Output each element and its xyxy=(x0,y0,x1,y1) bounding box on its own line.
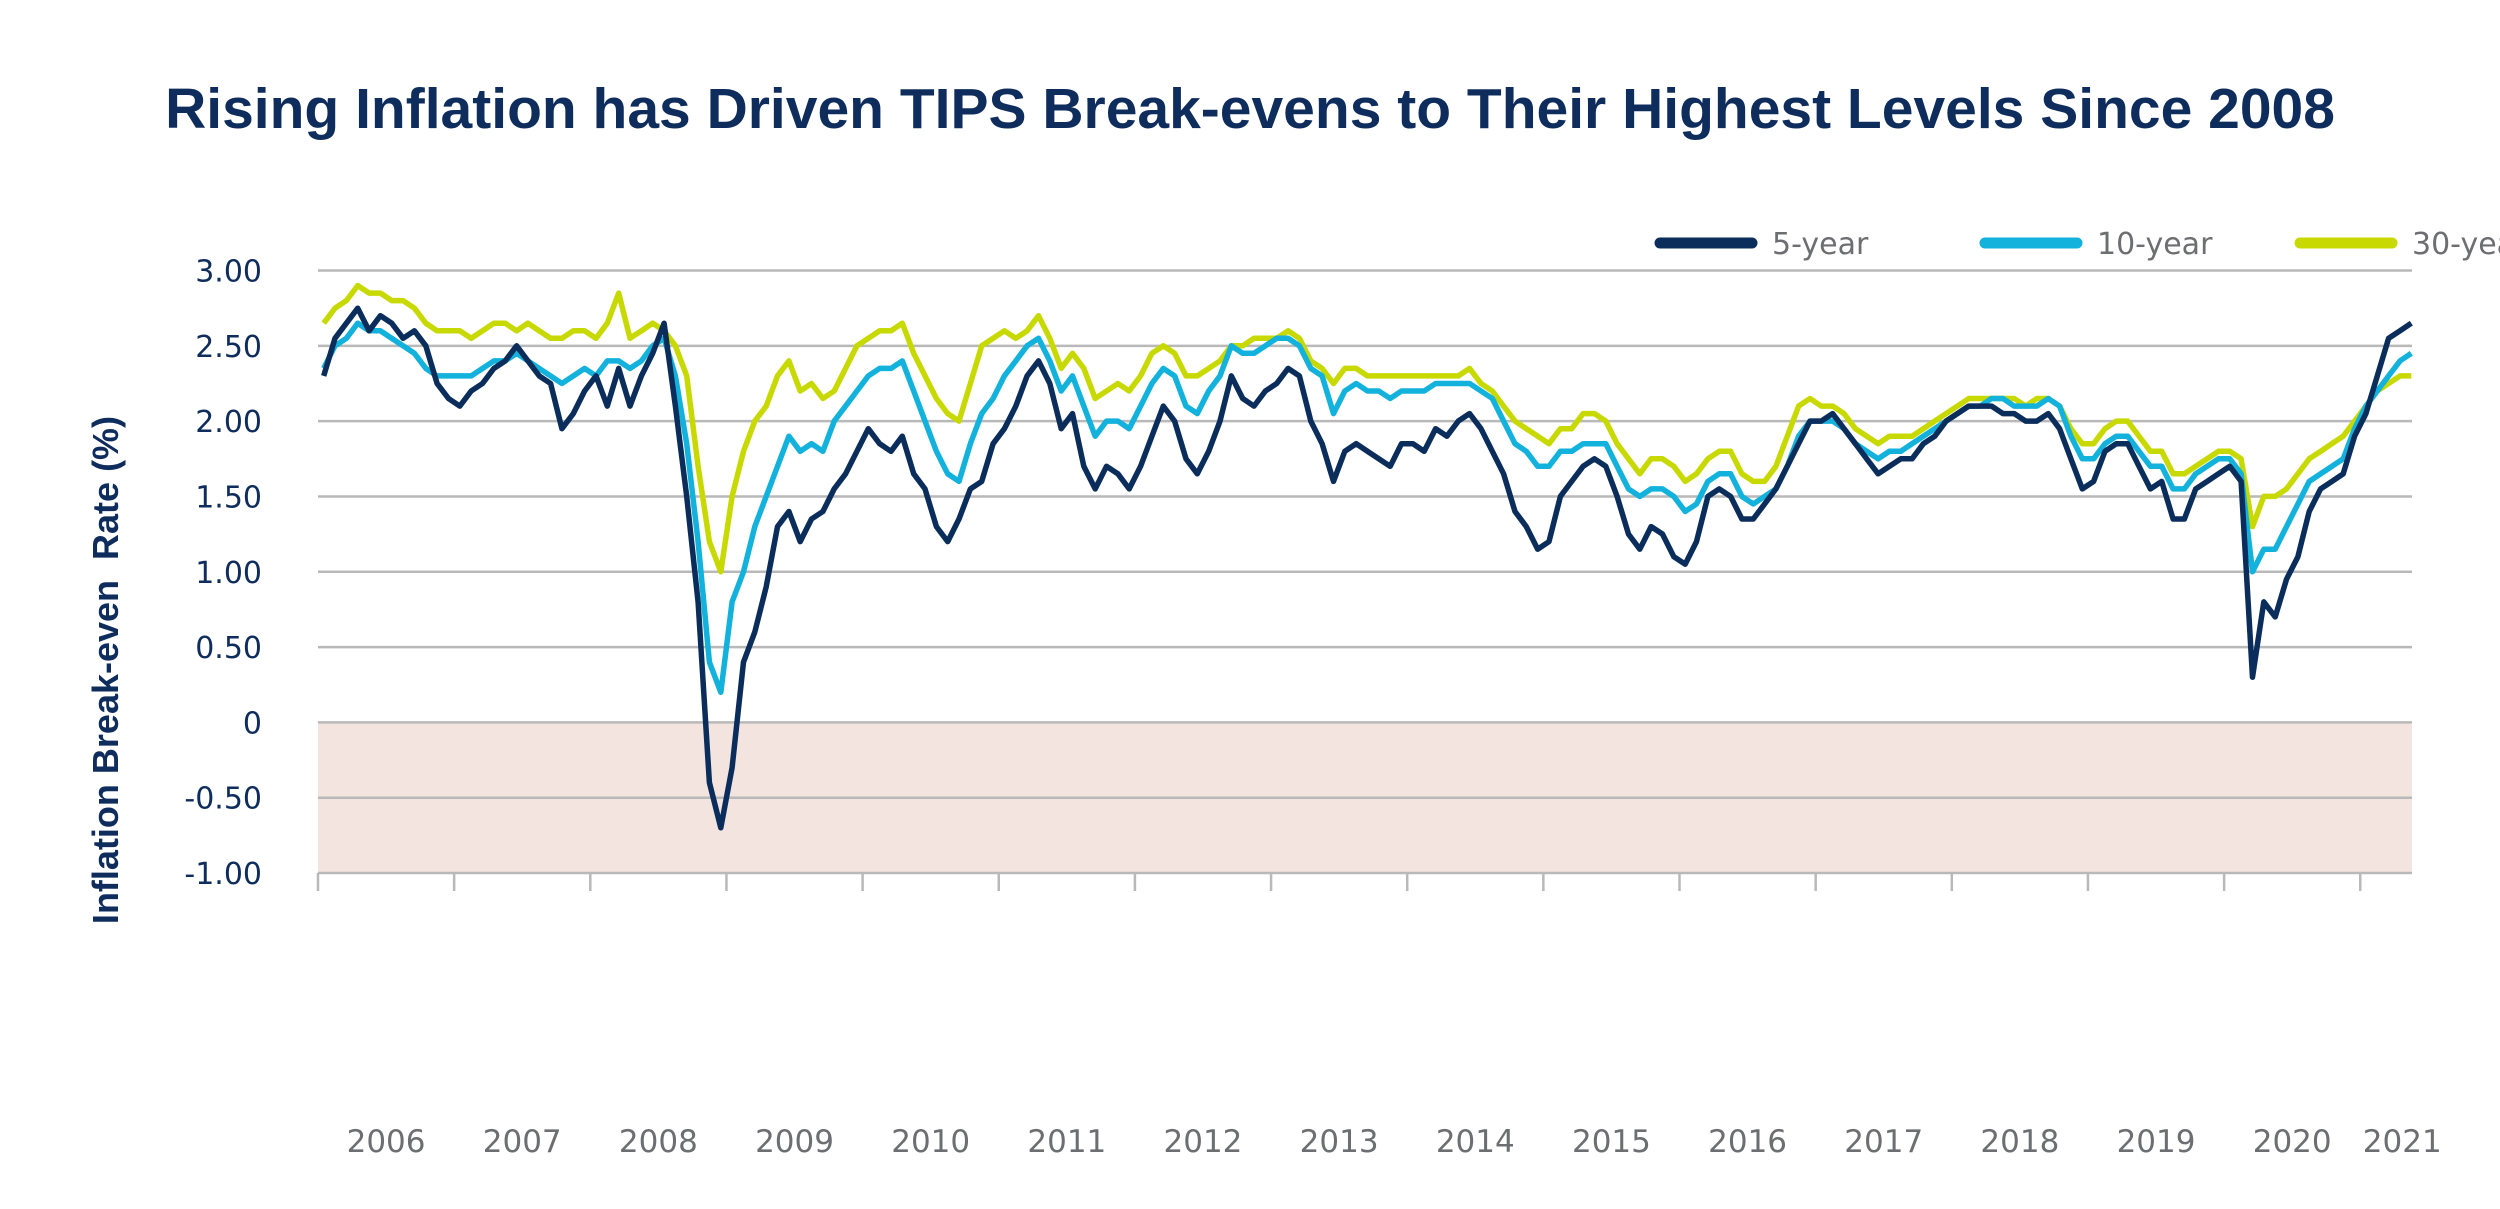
y-tick-label: 0.50 xyxy=(195,631,262,666)
legend-label: 30-year xyxy=(2412,227,2500,262)
y-tick-label: -0.50 xyxy=(184,782,262,817)
x-tick-label: 2014 xyxy=(1436,1124,1515,1160)
x-tick-label: 2011 xyxy=(1027,1124,1106,1160)
chart-title: Rising Inflation has Driven TIPS Break-e… xyxy=(165,77,2335,141)
y-axis-ticks: 3.00 2.50 2.00 1.50 1.00 0.50 0 -0.50 -1.00 xyxy=(184,255,262,893)
x-tick-label: 2016 xyxy=(1708,1124,1787,1160)
x-tick-label: 2018 xyxy=(1980,1124,2059,1160)
x-tick-label: 2019 xyxy=(2117,1124,2196,1160)
y-axis-label: Inflation Break-even Rate (%) xyxy=(85,416,126,924)
x-tick-label: 2010 xyxy=(891,1124,970,1160)
y-tick-label: -1.00 xyxy=(184,857,262,892)
x-tick-label: 2020 xyxy=(2253,1124,2332,1160)
x-tick-label: 2012 xyxy=(1164,1124,1243,1160)
x-tick-label: 2007 xyxy=(483,1124,562,1160)
y-tick-label: 0 xyxy=(243,706,262,741)
y-tick-label: 2.00 xyxy=(195,405,262,440)
x-tick-label: 2013 xyxy=(1300,1124,1379,1160)
legend-item-10-year: 10-year xyxy=(1979,227,2213,262)
y-tick-label: 3.00 xyxy=(195,255,262,290)
x-tick-label: 2015 xyxy=(1572,1124,1651,1160)
series-line-30-year xyxy=(321,282,2412,575)
legend-item-5-year: 5-year xyxy=(1654,227,1869,262)
x-axis-ticks: 2006 2007 2008 2009 2010 2011 2012 2013 2014 2015… xyxy=(316,873,2442,1160)
x-tick-label: 2006 xyxy=(347,1124,426,1160)
x-tick-label: 2008 xyxy=(619,1124,698,1160)
legend-label: 10-year xyxy=(2097,227,2213,262)
x-tick-label: 2021 xyxy=(2363,1124,2442,1160)
legend-label: 5-year xyxy=(1772,227,1869,262)
gridlines xyxy=(318,269,2412,875)
x-tick-label: 2017 xyxy=(1844,1124,1923,1160)
series-line-5-year xyxy=(321,305,2413,831)
y-tick-label: 1.00 xyxy=(195,556,262,591)
x-tick-label: 2009 xyxy=(755,1124,834,1160)
legend: 5-year 10-year 30-year xyxy=(1654,227,2500,262)
series-lines xyxy=(321,282,2413,831)
y-tick-label: 2.50 xyxy=(195,330,262,365)
legend-item-30-year: 30-year xyxy=(2294,227,2500,262)
y-tick-label: 1.50 xyxy=(195,480,262,515)
